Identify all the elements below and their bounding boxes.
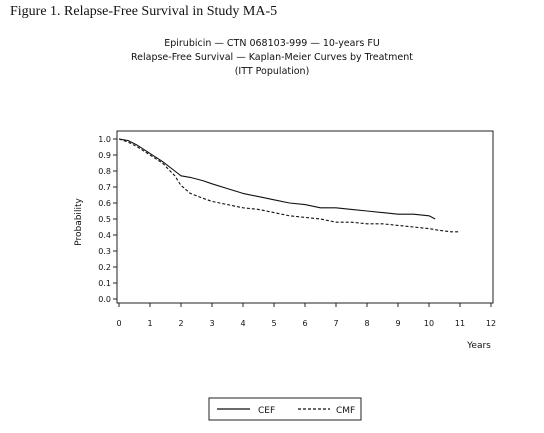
y-tick-label: 0.4 [98, 231, 111, 240]
y-tick-label: 0.9 [98, 151, 111, 160]
y-tick-label: 1.0 [98, 135, 111, 144]
x-tick-label: 0 [116, 319, 121, 328]
x-tick-label: 7 [333, 319, 338, 328]
figure-caption: Figure 1. Relapse-Free Survival in Study… [10, 4, 278, 19]
legend-label-cmf: CMF [336, 406, 355, 416]
legend: CEF CMF [208, 397, 362, 421]
x-tick-label: 3 [209, 319, 214, 328]
legend-box [208, 397, 362, 421]
y-tick-label: 0.1 [98, 279, 111, 288]
y-tick-label: 0.0 [98, 295, 111, 304]
x-axis-label: Years [466, 341, 491, 351]
series-layer [118, 138, 460, 233]
plot-frame [116, 130, 494, 304]
y-tick-label: 0.8 [98, 167, 111, 176]
x-tick-label: 5 [271, 319, 276, 328]
y-tick-label: 0.3 [98, 247, 111, 256]
x-tick-label: 6 [302, 319, 307, 328]
x-tick-label: 8 [364, 319, 369, 328]
legend-label-cef: CEF [258, 406, 275, 416]
y-tick-label: 0.5 [98, 215, 111, 224]
x-tick-label: 2 [178, 319, 183, 328]
x-axis: 0 1 2 3 4 5 6 7 8 9 10 11 12 [116, 303, 496, 328]
series-line-cef [118, 138, 436, 220]
x-tick-label: 1 [147, 319, 152, 328]
chart-title-line-2: Relapse-Free Survival — Kaplan-Meier Cur… [130, 52, 414, 63]
chart-title-line-3: (ITT Population) [234, 66, 310, 77]
y-tick-label: 0.2 [98, 263, 111, 272]
x-tick-label: 4 [240, 319, 245, 328]
y-axis: 0.0 0.1 0.2 0.3 0.4 0.5 0.6 0.7 0.8 0.9 1.0 [98, 135, 117, 304]
x-tick-label: 9 [395, 319, 400, 328]
x-tick-label: 11 [455, 319, 465, 328]
y-tick-label: 0.7 [98, 183, 111, 192]
x-tick-label: 12 [486, 319, 496, 328]
x-tick-label: 10 [424, 319, 434, 328]
y-axis-label: Probability [74, 198, 84, 246]
y-tick-label: 0.6 [98, 199, 111, 208]
series-line-cmf [118, 138, 460, 233]
chart-title-line-1: Epirubicin — CTN 068103-999 — 10-years F… [164, 38, 380, 49]
